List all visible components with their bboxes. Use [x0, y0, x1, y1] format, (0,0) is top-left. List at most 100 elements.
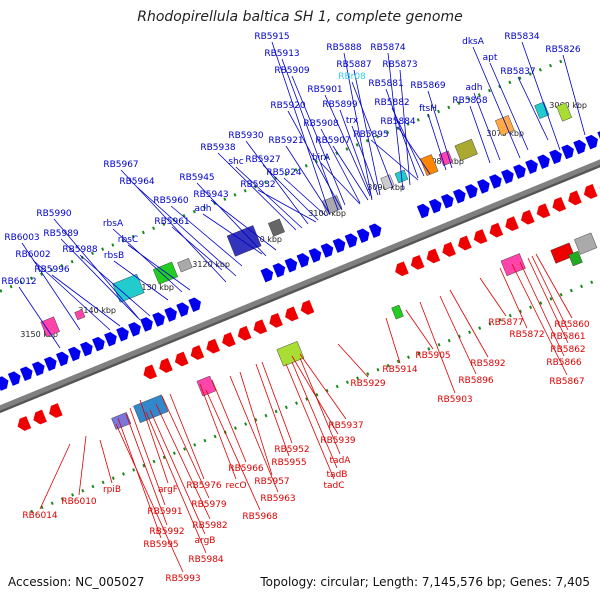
forward-gene-arrow — [31, 361, 45, 377]
forward-leader-line — [210, 199, 277, 251]
reverse-leader-line — [499, 267, 528, 329]
reverse-gene-arrow — [253, 319, 268, 335]
forward-gene-arrow — [332, 238, 346, 253]
forward-gene-label: adh — [195, 204, 212, 214]
reverse-gene-label: RB5995 — [143, 540, 178, 550]
reverse-gene-label: RB5991 — [147, 507, 182, 517]
forward-gene-label: RB5930 — [228, 131, 264, 141]
reverse-leader-line — [285, 363, 335, 480]
forward-leader-line — [79, 254, 151, 317]
reverse-gene-arrow — [568, 190, 582, 206]
forward-gene-label: RB5881 — [368, 79, 403, 89]
reverse-gene-label: RB5976 — [186, 481, 222, 491]
forward-gene-label: RBr08 — [338, 72, 366, 82]
reverse-gene-arrow — [206, 338, 220, 354]
reverse-leader-line — [299, 357, 341, 455]
forward-gene-label: RB5908 — [303, 119, 339, 129]
reverse-gene-label: RB5992 — [149, 527, 184, 537]
reverse-leader-line — [531, 255, 569, 331]
reverse-gene-arrow — [49, 403, 63, 418]
feature-box — [268, 218, 285, 237]
reverse-gene-arrow — [583, 184, 598, 199]
forward-leader-line — [472, 46, 521, 159]
accession-text: Accession: NC_005027 — [8, 575, 145, 589]
reverse-gene-label: RB6010 — [61, 497, 97, 507]
forward-gene-label: RB6002 — [15, 250, 50, 260]
forward-gene-arrow — [140, 317, 153, 332]
forward-gene-arrow — [428, 198, 442, 214]
forward-leader-line — [521, 41, 561, 151]
reverse-gene-label: argB — [195, 536, 216, 546]
forward-gene-arrow — [416, 203, 430, 219]
reverse-gene-label: RB5905 — [415, 351, 450, 361]
reverse-leader-line — [449, 289, 489, 358]
forward-leader-line — [271, 41, 331, 216]
feature-box — [574, 232, 598, 255]
forward-gene-arrow — [561, 144, 574, 160]
forward-gene-label: trx — [346, 116, 359, 126]
reverse-gene-arrow — [473, 229, 488, 244]
forward-gene-label: RB5895 — [353, 130, 388, 140]
feature-box — [74, 309, 86, 321]
reverse-gene-arrow — [143, 364, 158, 380]
tick-label: 3120 kbp — [192, 260, 230, 269]
reverse-gene-label: RB5979 — [191, 500, 227, 510]
reverse-leader-line — [337, 343, 369, 378]
reverse-leader-line — [211, 379, 247, 463]
forward-gene-label: RB5873 — [382, 60, 417, 70]
feature-box — [454, 138, 478, 161]
reverse-gene-label: RB5861 — [550, 332, 585, 342]
backbone — [0, 159, 600, 411]
forward-leader-line — [60, 238, 139, 319]
forward-leader-line — [332, 145, 369, 201]
forward-gene-arrow — [92, 336, 105, 352]
forward-gene-arrow — [356, 228, 370, 243]
forward-gene-arrow — [164, 307, 177, 322]
forward-gene-label: RB5920 — [270, 101, 306, 111]
forward-leader-line — [285, 145, 331, 215]
reverse-gene-label: RB5872 — [509, 330, 544, 340]
forward-leader-line — [324, 94, 371, 197]
forward-leader-line — [427, 90, 453, 169]
reverse-gene-label: RB5867 — [549, 377, 584, 387]
forward-gene-label: RB5874 — [370, 43, 406, 53]
feature-box — [226, 225, 262, 257]
forward-gene-arrow — [440, 193, 454, 209]
reverse-gene-label: argF — [158, 485, 178, 495]
forward-gene-label: dksA — [462, 37, 485, 47]
reverse-gene-label: RB5896 — [458, 376, 494, 386]
forward-gene-label: RB5967 — [103, 160, 138, 170]
forward-leader-line — [202, 213, 263, 255]
reverse-leader-line — [419, 301, 456, 394]
feature-box — [40, 316, 60, 338]
reverse-gene-label: RB5860 — [554, 320, 590, 330]
forward-leader-line — [217, 152, 297, 231]
tick-label: 3140 kbp — [78, 306, 116, 315]
forward-leader-line — [291, 75, 346, 206]
reverse-gene-label: RB5937 — [328, 421, 363, 431]
reverse-leader-line — [405, 309, 434, 350]
reverse-gene-arrow — [410, 254, 425, 270]
feature-box — [112, 273, 145, 303]
forward-gene-label: adh — [466, 83, 483, 93]
forward-gene-label: RB5945 — [179, 173, 214, 183]
reverse-gene-label: RB5866 — [546, 358, 582, 368]
reverse-leader-line — [527, 257, 569, 344]
forward-gene-arrow — [344, 233, 358, 248]
reverse-gene-arrow — [285, 306, 299, 322]
reverse-leader-line — [39, 443, 71, 510]
feature-box — [196, 375, 217, 397]
forward-leader-line — [387, 52, 404, 191]
forward-leader-line — [427, 113, 447, 171]
forward-gene-label: birA — [312, 153, 331, 163]
reverse-gene-arrow — [505, 216, 519, 232]
forward-gene-arrow — [489, 174, 502, 189]
forward-gene-arrow — [272, 262, 286, 278]
forward-gene-label: RB5961 — [154, 217, 189, 227]
forward-leader-line — [320, 162, 361, 205]
forward-leader-line — [353, 69, 381, 196]
reverse-leader-line — [261, 361, 293, 444]
forward-leader-line — [351, 81, 394, 189]
